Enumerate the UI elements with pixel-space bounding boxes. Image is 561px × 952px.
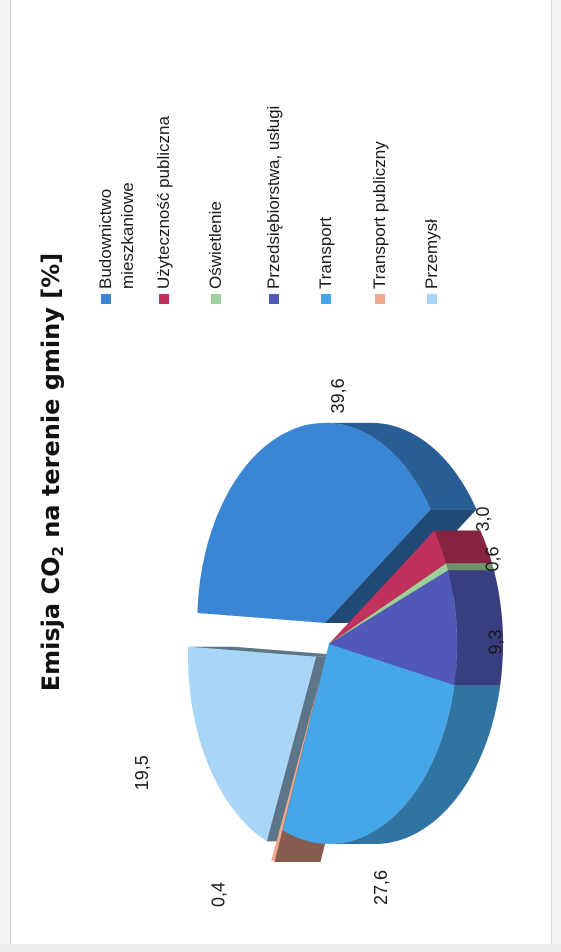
pie-chart: 39,6 3,0 0,6 9,3 27,6 0,4 19,5: [132, 378, 505, 907]
legend-swatch: [101, 294, 111, 304]
data-label-budownictwo-mieszkaniowe: 39,6: [328, 378, 348, 413]
slice-side-oswietlenie: [446, 563, 494, 571]
legend-label: Transport: [316, 216, 335, 289]
legend-item-budownictwo-mieszkaniowe: Budownictwo mieszkaniowe: [95, 4, 139, 304]
data-label-transport: 27,6: [371, 870, 391, 905]
legend-label: Budownictwo mieszkaniowe: [96, 182, 137, 289]
scan-border: [0, 944, 561, 952]
legend-item-oswietlenie: Oświetlenie: [205, 4, 227, 304]
data-label-transport-publiczny: 0,4: [208, 882, 228, 907]
slice-wall-przemysl: [188, 646, 363, 657]
legend-swatch: [211, 294, 221, 304]
slice-side-budownictwo-mieszkaniowe: [325, 422, 477, 510]
legend-swatch: [159, 294, 169, 304]
legend-item-transport: Transport: [315, 4, 337, 304]
pie-slice-budownictwo-mieszkaniowe: [197, 422, 431, 623]
slice-side-uzytecznosc-publiczna: [434, 530, 493, 564]
document-page: Emisja CO2 na terenie gminy [%] 39,6 3,0 0…: [10, 0, 552, 945]
data-label-przedsiebiorstwa-uslugi: 9,3: [485, 629, 505, 654]
data-label-uzytecznosc-publiczna: 3,0: [473, 506, 493, 531]
legend-label: Oświetlenie: [206, 201, 225, 289]
legend-swatch: [269, 294, 279, 304]
chart-area: Emisja CO2 na terenie gminy [%] 39,6 3,0 0…: [11, 0, 551, 944]
pie-slice-transport-publiczny: [271, 675, 321, 862]
legend-item-transport-publiczny: Transport publiczny: [369, 4, 391, 304]
legend-label: Przedsiębiorstwa, usługi: [264, 105, 283, 289]
legend-item-przemysl: Przemysł: [421, 4, 443, 304]
slice-side-transport: [329, 685, 501, 844]
pie-slice-oswietlenie: [329, 563, 448, 644]
legend-swatch: [375, 294, 385, 304]
data-label-przemysl: 19,5: [132, 755, 152, 790]
pie-slice-transport: [282, 644, 455, 844]
slice-side-przedsiebiorstwa-uslugi: [447, 570, 503, 686]
legend-swatch: [427, 294, 437, 304]
pie-slice-przemysl: [188, 646, 317, 842]
legend-label: Użyteczność publiczna: [154, 116, 173, 289]
legend-label: Przemysł: [422, 219, 441, 289]
pie-slice-uzytecznosc-publiczna: [329, 530, 447, 644]
legend-label: Transport publiczny: [370, 141, 389, 289]
legend-item-uzytecznosc-publiczna: Użyteczność publiczna: [153, 4, 175, 304]
legend-item-przedsiebiorstwa-uslugi: Przedsiębiorstwa, usługi: [263, 4, 285, 304]
data-label-oswietlenie: 0,6: [482, 546, 502, 571]
legend-swatch: [321, 294, 331, 304]
pie-slice-przedsiebiorstwa-uslugi: [329, 570, 457, 686]
